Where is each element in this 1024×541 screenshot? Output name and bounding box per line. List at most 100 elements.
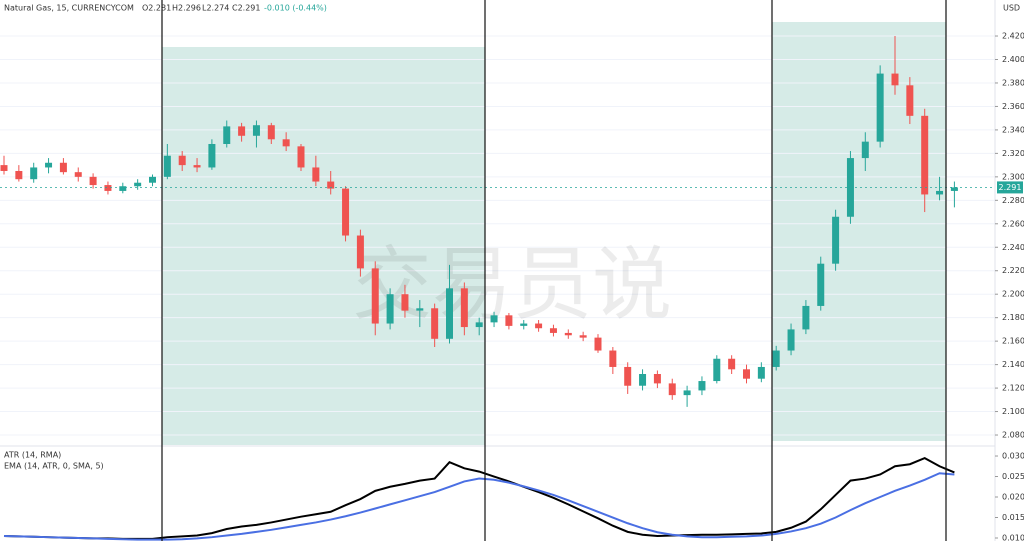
ohlc-change: -0.010 (-0.44%) (264, 4, 327, 13)
candle-body (891, 73, 899, 86)
y-tick-label: 0.025 (1002, 472, 1024, 481)
candle-body (15, 170, 23, 180)
candle-body (490, 315, 498, 323)
candle-body (535, 323, 543, 329)
candle-body (119, 186, 127, 191)
candle-body (267, 125, 275, 140)
candle-body (653, 374, 661, 384)
y-tick-label: 2.180 (1002, 313, 1024, 322)
y-tick-label: 2.120 (1002, 384, 1024, 393)
y-tick-label: 2.260 (1002, 219, 1024, 228)
y-tick-label: 2.280 (1002, 196, 1024, 205)
candle-body (668, 383, 676, 396)
candle-body (757, 366, 765, 379)
candle-body (639, 374, 647, 386)
legend-entry: ATR (14, RMA) (4, 451, 61, 460)
candle-body (713, 358, 721, 382)
candle-body (134, 182, 142, 187)
y-tick-label: 2.360 (1002, 102, 1024, 111)
indicator-line (3, 472, 955, 541)
candle-body (564, 332, 572, 336)
candle-body (906, 85, 914, 116)
y-tick-label: 0.010 (1002, 534, 1024, 541)
candle-body (193, 165, 201, 168)
candle-body (520, 323, 528, 326)
candle-body (505, 315, 513, 326)
ohlc-low: L2.274 (202, 4, 229, 13)
candle-body (624, 366, 632, 386)
y-tick-label: 0.030 (1002, 452, 1024, 461)
candle-body (0, 165, 8, 171)
y-tick-label: 2.160 (1002, 337, 1024, 346)
candle-body (609, 350, 617, 367)
candle-body (356, 235, 364, 269)
candle-body (549, 328, 557, 333)
last-price-tag (997, 181, 1023, 194)
chart-title: Natural Gas, 15, CURRENCYCOM (4, 4, 134, 13)
candle-body (683, 390, 691, 396)
candle-body (238, 126, 246, 136)
y-tick-label: 0.020 (1002, 493, 1024, 502)
candle-body (728, 358, 736, 370)
ohlc-close: C2.291 (232, 4, 261, 13)
candle-body (921, 115, 929, 195)
highlight-zone (772, 22, 946, 441)
candle-body (401, 294, 409, 311)
candle-body (861, 141, 869, 159)
candle-body (802, 305, 810, 330)
currency: USD (1003, 4, 1020, 13)
candle-body (342, 188, 350, 236)
y-tick-label: 2.240 (1002, 243, 1024, 252)
y-tick-label: 2.200 (1002, 290, 1024, 299)
ohlc-open: O2.281 (142, 4, 171, 13)
candle-body (312, 167, 320, 182)
candle-body (832, 216, 840, 264)
y-tick-label: 2.380 (1002, 78, 1024, 87)
legend-entry: EMA (14, ATR, 0, SMA, 5) (4, 462, 104, 471)
candle-body (223, 126, 231, 144)
candle-body (787, 329, 795, 351)
candle-body (89, 176, 97, 186)
last-price-label: 2.291 (999, 183, 1022, 192)
candle-body (282, 139, 290, 147)
y-tick-label: 2.400 (1002, 55, 1024, 64)
candle-body (431, 308, 439, 339)
y-tick-label: 2.340 (1002, 125, 1024, 134)
candle-body (876, 73, 884, 142)
candle-body (579, 335, 587, 338)
candle-body (252, 125, 260, 136)
candle-body (208, 143, 216, 168)
y-tick-label: 0.015 (1002, 513, 1024, 522)
candle-body (594, 337, 602, 351)
candle-body (30, 167, 38, 180)
candle-body (416, 308, 424, 311)
candle-body (950, 187, 958, 191)
candle-body (371, 268, 379, 324)
candle-body (74, 172, 82, 177)
candle-body (104, 185, 112, 191)
y-tick-label: 2.300 (1002, 172, 1024, 181)
candle-body (327, 181, 335, 189)
candle-body (460, 288, 468, 328)
y-tick-label: 2.320 (1002, 149, 1024, 158)
grid (0, 35, 995, 436)
candle-body (149, 176, 156, 183)
candle-body (772, 350, 780, 367)
y-tick-label: 2.220 (1002, 266, 1024, 275)
highlight-zone (162, 47, 485, 445)
candle-body (297, 146, 305, 168)
candle-body (386, 294, 394, 324)
candle-body (163, 155, 171, 177)
candle-body (743, 369, 750, 379)
candle-body (817, 263, 825, 306)
candle-body (475, 322, 483, 328)
candle-body (45, 162, 53, 168)
y-tick-label: 2.100 (1002, 407, 1024, 416)
candle-body (698, 381, 706, 391)
candle-body (446, 288, 453, 339)
candle-body (936, 190, 944, 195)
ohlc-high: H2.296 (172, 4, 201, 13)
candle-body (178, 155, 186, 166)
